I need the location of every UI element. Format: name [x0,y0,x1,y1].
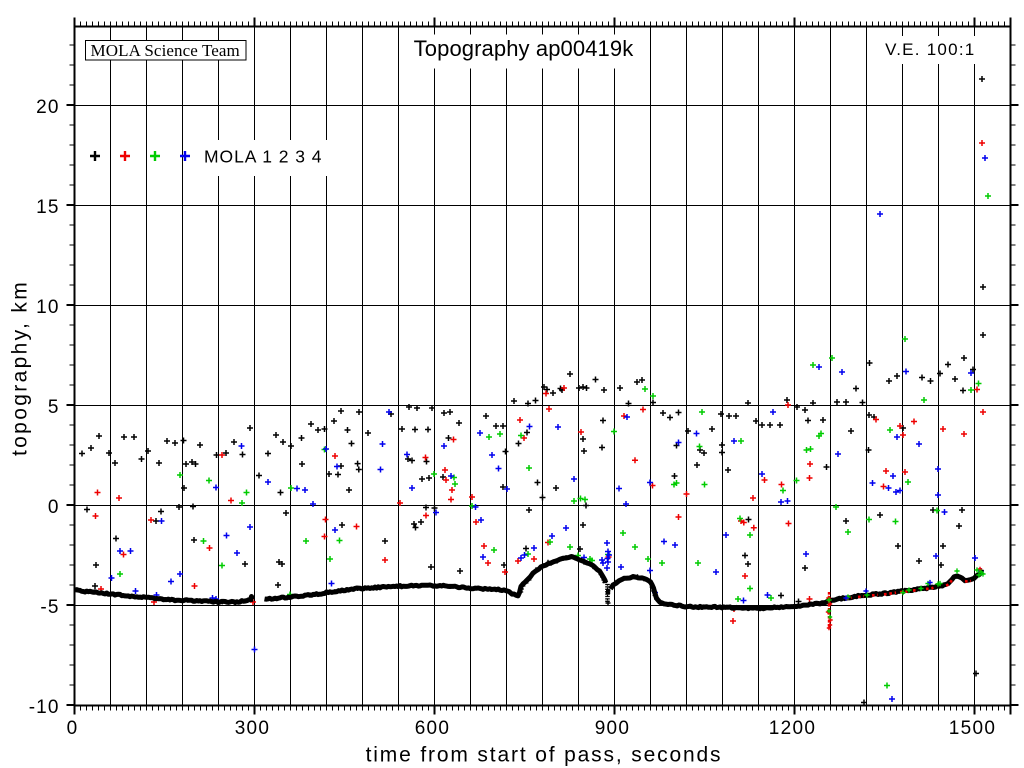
svg-text:topography, km: topography, km [9,280,32,456]
svg-text:time from start of pass, secon: time from start of pass, seconds [366,744,723,767]
svg-text:300: 300 [235,718,271,739]
svg-text:Topography ap00419k: Topography ap00419k [414,36,635,61]
svg-text:600: 600 [415,718,451,739]
svg-text:-10: -10 [29,697,60,718]
svg-text:1200: 1200 [769,718,816,739]
svg-text:V.E. 100:1: V.E. 100:1 [885,40,975,59]
svg-text:MOLA Science Team: MOLA Science Team [91,41,240,60]
svg-text:0: 0 [48,497,60,518]
svg-text:5: 5 [48,397,60,418]
svg-text:MOLA 1 2 3 4: MOLA 1 2 3 4 [204,147,322,167]
svg-text:1500: 1500 [949,718,996,739]
svg-text:10: 10 [36,297,59,318]
svg-text:15: 15 [36,197,59,218]
svg-text:0: 0 [67,718,79,739]
svg-text:-5: -5 [40,597,59,618]
svg-text:20: 20 [36,97,59,118]
svg-text:900: 900 [595,718,631,739]
